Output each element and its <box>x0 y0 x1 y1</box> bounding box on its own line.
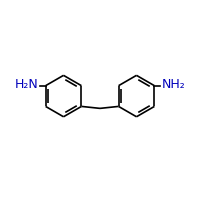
Text: H₂N: H₂N <box>15 78 39 91</box>
Text: NH₂: NH₂ <box>161 78 185 91</box>
